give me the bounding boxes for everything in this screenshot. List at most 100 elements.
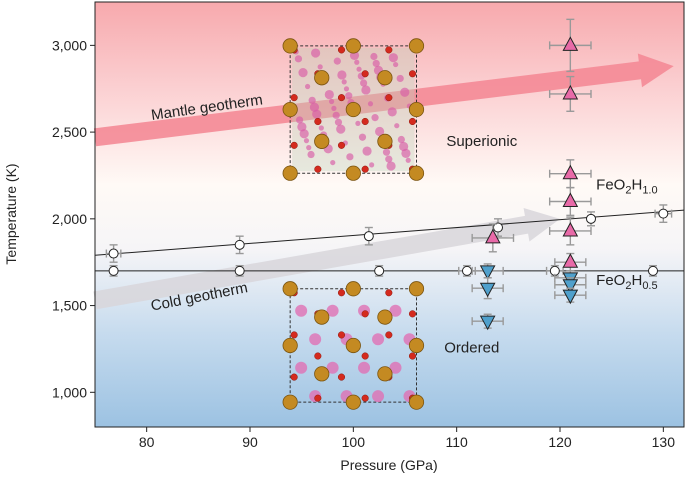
oxygen-atom — [361, 310, 369, 318]
oxygen-atom — [408, 70, 417, 78]
circle-marker — [108, 265, 119, 276]
iron-atom — [345, 38, 361, 54]
hydrogen-trace — [360, 79, 368, 87]
hydrogen-trace — [382, 148, 391, 156]
hydrogen-trace — [307, 150, 315, 159]
data-point — [363, 226, 374, 246]
hydrogen-trace — [371, 114, 379, 122]
triangle-up-marker — [562, 253, 579, 268]
oxygen-atom — [385, 46, 393, 54]
oxygen-atom — [290, 94, 298, 102]
triangle-up-marker — [562, 36, 579, 51]
y-tick-label: 1,000 — [52, 384, 87, 400]
x-tick-label: 80 — [139, 434, 155, 450]
iron-atom — [377, 70, 393, 86]
formula-part: FeO — [596, 272, 625, 289]
hydrogen-trace — [311, 48, 321, 58]
oxygen-atom — [361, 394, 369, 402]
hydrogen-trace — [337, 70, 347, 80]
iron-atom — [377, 366, 393, 382]
hydrogen-trace — [346, 153, 354, 161]
formula-part: H — [631, 272, 642, 289]
fit-lines — [94, 209, 685, 272]
hydrogen-site — [326, 304, 339, 317]
hydrogen-site — [295, 304, 308, 317]
iron-atom — [314, 366, 330, 382]
hydrogen-site — [295, 361, 308, 374]
data-point — [105, 244, 122, 263]
triangle-up-marker — [484, 228, 501, 244]
oxygen-atom — [337, 94, 346, 102]
circle-marker — [234, 239, 245, 250]
iron-atom — [345, 337, 361, 354]
geotherm-arrow-cold — [93, 207, 560, 310]
circle-marker — [658, 208, 669, 219]
hydrogen-trace — [385, 155, 393, 163]
hydrogen-trace — [372, 59, 380, 68]
x-tick-label: 120 — [548, 434, 572, 450]
x-tick-label: 90 — [242, 434, 258, 450]
iron-atom — [377, 309, 393, 325]
data-point — [471, 313, 504, 331]
hydrogen-trace — [393, 61, 399, 68]
hydrogen-trace — [317, 64, 323, 70]
plot-frame — [94, 1, 685, 428]
hydrogen-trace — [370, 52, 378, 61]
oxygen-atom — [314, 352, 322, 360]
oxygen-atom — [408, 117, 417, 126]
data-point — [554, 277, 587, 294]
iron-atom — [282, 38, 298, 54]
iron-atom — [408, 281, 425, 297]
hydrogen-trace — [394, 123, 400, 129]
y-axis-label: Temperature (K) — [3, 163, 19, 264]
hydrogen-trace — [400, 87, 410, 97]
triangle-down-marker — [479, 315, 496, 331]
triangle-up-marker — [562, 84, 579, 100]
hydrogen-trace — [329, 98, 335, 105]
data-point — [108, 264, 119, 277]
formula-part: 2 — [625, 184, 631, 196]
oxygen-atom — [385, 331, 393, 339]
hydrogen-trace — [318, 125, 324, 131]
hydrogen-trace — [356, 66, 362, 72]
triangle-down-marker — [562, 279, 579, 294]
hydrogen-trace — [336, 124, 346, 134]
circle-marker — [234, 265, 245, 276]
oxygen-atom — [361, 70, 369, 78]
annotation: FeO2H1.0 — [596, 176, 657, 196]
hydrogen-trace — [299, 129, 309, 139]
oxygen-atom — [290, 141, 298, 149]
iron-atom — [345, 101, 361, 118]
data-point — [554, 287, 587, 305]
hydrogen-trace — [324, 89, 334, 100]
hydrogen-trace — [332, 111, 340, 119]
y-tick-label: 2,000 — [52, 211, 87, 227]
iron-atom — [345, 281, 361, 297]
oxygen-atom — [361, 117, 369, 126]
hydrogen-site — [326, 361, 339, 374]
hydrogen-trace — [354, 59, 360, 65]
hydrogen-trace — [303, 138, 310, 144]
data-point — [548, 75, 592, 112]
iron-atom — [282, 337, 298, 354]
hydrogen-site — [309, 333, 322, 346]
y-tick-label: 1,500 — [52, 298, 87, 314]
triangle-up-marker — [562, 221, 579, 237]
data-point — [548, 186, 592, 217]
hydrogen-trace — [358, 133, 367, 141]
hydrogen-trace — [308, 96, 316, 104]
hydrogen-site — [372, 333, 385, 346]
geotherm-arrows — [93, 53, 674, 310]
structure-insets — [282, 38, 425, 410]
oxygen-atom — [337, 373, 346, 381]
hydrogen-trace — [309, 102, 320, 112]
oxygen-atom — [337, 46, 346, 54]
data-point — [648, 264, 658, 277]
hydrogen-site — [358, 361, 371, 374]
circle-marker — [586, 213, 596, 224]
hydrogen-trace — [375, 126, 385, 137]
x-tick-label: 130 — [652, 434, 676, 450]
hydrogen-trace — [355, 120, 361, 126]
oxygen-atom — [290, 373, 298, 381]
hydrogen-trace — [343, 86, 350, 92]
